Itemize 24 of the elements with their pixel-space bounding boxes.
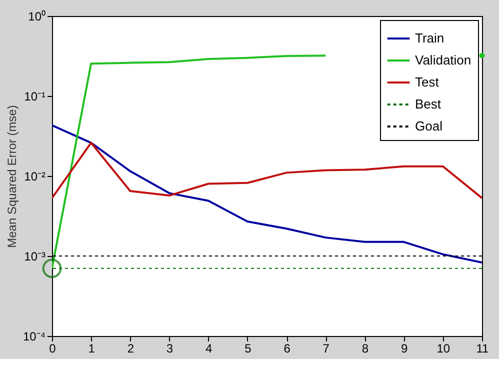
y-axis-title: Mean Squared Error (mse) bbox=[4, 105, 19, 248]
x-tick-label: 11 bbox=[476, 342, 490, 356]
y-tick-label: 10⁻⁴ bbox=[22, 330, 46, 344]
legend-label: Validation bbox=[415, 52, 472, 68]
y-tick-label: 10⁻² bbox=[24, 170, 46, 184]
legend-label: Train bbox=[415, 30, 444, 46]
x-tick-label: 4 bbox=[206, 342, 213, 356]
x-tick-label: 1 bbox=[88, 342, 96, 356]
x-tick-label: 6 bbox=[284, 342, 291, 356]
y-tick-label: 10⁰ bbox=[28, 10, 46, 24]
y-tick-label: 10⁻³ bbox=[24, 250, 46, 264]
x-tick-label: 10 bbox=[436, 342, 450, 356]
x-tick-label: 5 bbox=[244, 342, 252, 356]
y-tick-label: 10⁻¹ bbox=[24, 90, 46, 104]
x-tick-label: 9 bbox=[400, 342, 408, 356]
line-series bbox=[52, 142, 482, 200]
legend-label: Best bbox=[415, 96, 442, 112]
x-tick-label: 3 bbox=[166, 342, 174, 356]
legend-label: Test bbox=[415, 74, 440, 90]
x-tick-label: 7 bbox=[322, 342, 330, 356]
x-tick-label: 2 bbox=[127, 342, 134, 356]
x-tick-label: 8 bbox=[362, 342, 369, 356]
legend-label: Goal bbox=[415, 118, 443, 134]
x-tick-label: 0 bbox=[49, 342, 56, 356]
